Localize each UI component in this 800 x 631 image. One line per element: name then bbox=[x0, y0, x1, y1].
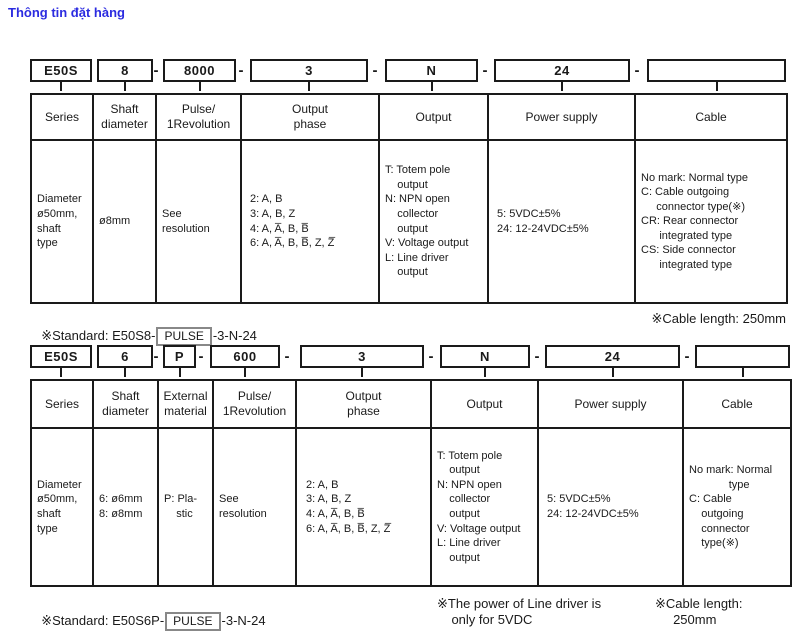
cell-cable: No mark: Normal type C: Cable outgoing c… bbox=[634, 139, 788, 304]
model-box-power: 24 bbox=[494, 59, 630, 91]
model-dash: - bbox=[153, 348, 159, 365]
standard-note-1: ※Standard: E50S8- PULSE -3-N-24 bbox=[34, 311, 257, 346]
header-power: Power supply bbox=[537, 379, 684, 429]
header-output: Output bbox=[430, 379, 539, 429]
model-code-row-2: E50S 6 - P - 600 - 3 - N - 24 - bbox=[30, 345, 790, 379]
cell-power: 5: 5VDC±5% 24: 12-24VDC±5% bbox=[537, 427, 684, 587]
table-body-row: Diameter ø50mm, shaft type 6: ø6mm 8: ø8… bbox=[30, 427, 792, 587]
cable-length-note-2: ※Cable length: 250mm bbox=[655, 596, 743, 627]
model-dash: - bbox=[372, 62, 378, 79]
cell-material: P: Pla- stic bbox=[157, 427, 214, 587]
cable-length-note-1: ※Cable length: 250mm bbox=[651, 311, 786, 326]
model-code-row-1: E50S 8 - 8000 - 3 - N - 24 - bbox=[30, 59, 786, 93]
header-cable: Cable bbox=[682, 379, 792, 429]
cell-output: T: Totem pole output N: NPN open collect… bbox=[378, 139, 489, 304]
model-box-output-phase: 3 bbox=[300, 345, 424, 377]
model-box-cable bbox=[647, 59, 786, 91]
cell-series: Diameter ø50mm, shaft type bbox=[30, 427, 94, 587]
pulse-box: PULSE bbox=[156, 326, 212, 346]
pulse-box: PULSE bbox=[165, 611, 221, 631]
spec-table-2: Series Shaft diameter External material … bbox=[30, 379, 792, 587]
table-header-row: Series Shaft diameter Pulse/ 1Revolution… bbox=[30, 93, 788, 141]
header-series: Series bbox=[30, 93, 94, 141]
table-body-row: Diameter ø50mm, shaft type ø8mm See reso… bbox=[30, 139, 788, 304]
model-dash: - bbox=[534, 348, 540, 365]
model-dash: - bbox=[482, 62, 488, 79]
header-power: Power supply bbox=[487, 93, 636, 141]
cell-cable: No mark: Normal type C: Cable outgoing c… bbox=[682, 427, 792, 587]
standard-note-2: ※Standard: E50S6P- PULSE -3-N-24 bbox=[34, 596, 266, 631]
model-box-cable bbox=[695, 345, 790, 377]
header-output: Output bbox=[378, 93, 489, 141]
standard-prefix: ※Standard: E50S6P- bbox=[41, 612, 165, 628]
model-box-pulse: 8000 bbox=[163, 59, 236, 91]
model-box-series: E50S bbox=[30, 59, 92, 91]
cell-output-phase: 2: A, B 3: A, B, Z 4: A, A̅, B, B̅ 6: A,… bbox=[240, 139, 380, 304]
header-pulse: Pulse/ 1Revolution bbox=[212, 379, 297, 429]
model-box-output: N bbox=[385, 59, 478, 91]
header-material: External material bbox=[157, 379, 214, 429]
model-dash: - bbox=[284, 348, 290, 365]
header-shaft: Shaft diameter bbox=[92, 379, 159, 429]
model-dash: - bbox=[238, 62, 244, 79]
header-cable: Cable bbox=[634, 93, 788, 141]
cell-pulse: See resolution bbox=[212, 427, 297, 587]
table-header-row: Series Shaft diameter External material … bbox=[30, 379, 792, 429]
cell-shaft: ø8mm bbox=[92, 139, 157, 304]
cell-power: 5: 5VDC±5% 24: 12-24VDC±5% bbox=[487, 139, 636, 304]
model-box-shaft: 6 bbox=[97, 345, 153, 377]
model-box-output: N bbox=[440, 345, 530, 377]
cell-pulse: See resolution bbox=[155, 139, 242, 304]
header-pulse: Pulse/ 1Revolution bbox=[155, 93, 242, 141]
model-dash: - bbox=[684, 348, 690, 365]
line-driver-note: ※The power of Line driver is only for 5V… bbox=[437, 596, 602, 627]
header-series: Series bbox=[30, 379, 94, 429]
standard-suffix: -3-N-24 bbox=[212, 327, 257, 343]
standard-suffix: -3-N-24 bbox=[221, 612, 266, 628]
model-box-pulse: 600 bbox=[210, 345, 280, 377]
page-title: Thông tin đặt hàng bbox=[8, 5, 125, 20]
model-box-material: P bbox=[163, 345, 196, 377]
cell-shaft: 6: ø6mm 8: ø8mm bbox=[92, 427, 159, 587]
header-output-phase: Output phase bbox=[295, 379, 432, 429]
model-dash: - bbox=[198, 348, 204, 365]
spec-table-1: Series Shaft diameter Pulse/ 1Revolution… bbox=[30, 93, 788, 304]
header-output-phase: Output phase bbox=[240, 93, 380, 141]
model-box-output-phase: 3 bbox=[250, 59, 368, 91]
model-dash: - bbox=[153, 62, 159, 79]
header-shaft: Shaft diameter bbox=[92, 93, 157, 141]
standard-prefix: ※Standard: E50S8- bbox=[41, 327, 156, 343]
model-box-series: E50S bbox=[30, 345, 92, 377]
cell-series: Diameter ø50mm, shaft type bbox=[30, 139, 94, 304]
model-box-power: 24 bbox=[545, 345, 680, 377]
model-box-shaft: 8 bbox=[97, 59, 153, 91]
cell-output: T: Totem pole output N: NPN open collect… bbox=[430, 427, 539, 587]
cell-output-phase: 2: A, B 3: A, B, Z 4: A, A̅, B, B̅ 6: A,… bbox=[295, 427, 432, 587]
model-dash: - bbox=[428, 348, 434, 365]
model-dash: - bbox=[634, 62, 640, 79]
